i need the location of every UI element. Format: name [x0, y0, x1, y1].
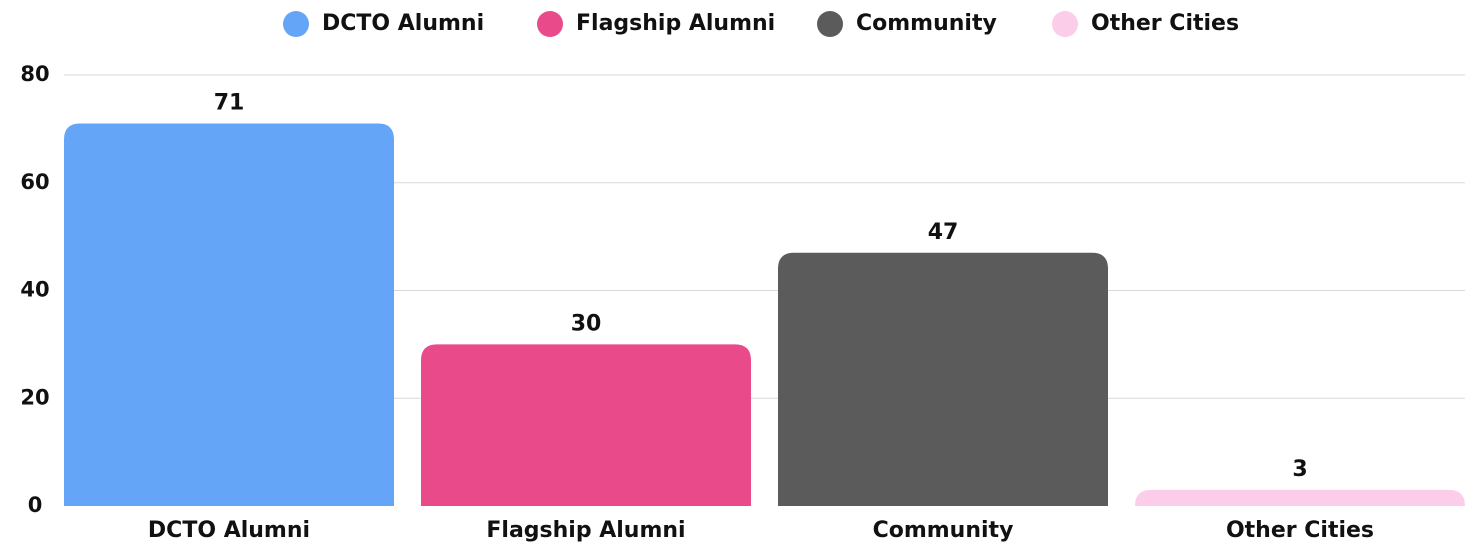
- y-tick-label: 80: [20, 62, 49, 86]
- legend-label: Flagship Alumni: [576, 11, 775, 36]
- y-tick-label: 40: [20, 278, 49, 302]
- legend-swatch: [537, 11, 563, 37]
- y-tick-label: 20: [20, 385, 49, 409]
- data-label: 71: [214, 90, 245, 115]
- data-label: 47: [928, 220, 959, 245]
- x-tick-label: DCTO Alumni: [148, 518, 310, 543]
- legend-swatch: [1052, 11, 1078, 37]
- legend-label: Community: [856, 11, 997, 36]
- legend-swatch: [817, 11, 843, 37]
- legend-swatch: [283, 11, 309, 37]
- data-label: 30: [571, 311, 602, 336]
- legend-label: Other Cities: [1091, 11, 1239, 36]
- x-tick-label: Other Cities: [1226, 518, 1374, 543]
- bar: [1135, 489, 1465, 506]
- x-tick-label: Flagship Alumni: [486, 518, 685, 543]
- y-tick-label: 60: [20, 170, 49, 194]
- data-label: 3: [1292, 457, 1307, 482]
- bar: [421, 344, 751, 506]
- x-tick-label: Community: [873, 518, 1014, 543]
- bar: [778, 252, 1108, 506]
- legend-label: DCTO Alumni: [322, 11, 484, 36]
- y-tick-label: 0: [28, 493, 43, 517]
- bar: [64, 123, 394, 507]
